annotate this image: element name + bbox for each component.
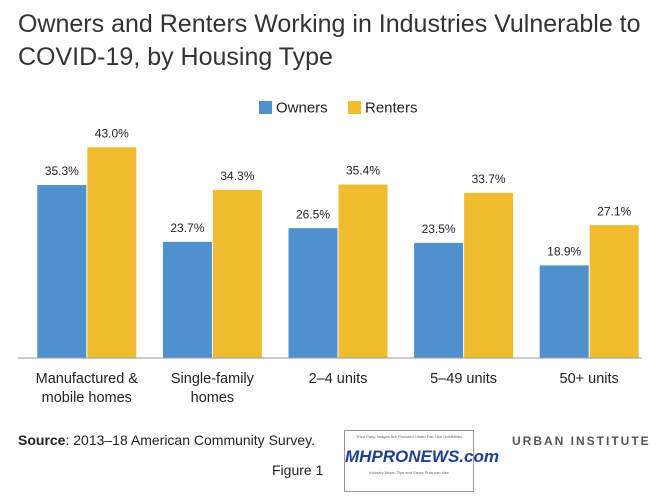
watermark: Third Party Images Are Provided Under Fa… <box>344 430 499 492</box>
value-label: 34.3% <box>220 169 254 183</box>
x-tick-label: Single-family homes <box>170 371 254 406</box>
value-label: 18.9% <box>547 245 581 259</box>
logo: URBAN INSTITUTE <box>512 434 651 448</box>
bar <box>589 225 639 358</box>
bar <box>414 242 464 358</box>
x-tick-label: 5–49 units <box>430 371 498 387</box>
bar <box>338 184 388 358</box>
figure-caption: Figure 1 <box>272 462 324 478</box>
bar <box>162 241 212 358</box>
source-label: Source <box>18 432 66 448</box>
value-label: 23.7% <box>170 221 204 235</box>
bar <box>539 265 589 358</box>
bar <box>464 192 514 358</box>
watermark-logo: MHPRONEWS.com <box>345 447 499 466</box>
x-tick-label: Manufactured & mobile homes <box>35 371 138 406</box>
value-label: 35.4% <box>346 164 380 178</box>
value-label: 27.1% <box>597 204 631 218</box>
bar <box>288 228 338 358</box>
watermark-tagline: Industry News, Tips and Views Pros can U… <box>369 470 449 475</box>
legend-label: Owners <box>276 99 328 116</box>
legend-label: Renters <box>365 99 418 116</box>
value-label: 23.5% <box>422 222 456 236</box>
source-text: : 2013–18 American Community Survey. <box>65 432 315 448</box>
legend-swatch <box>348 101 361 114</box>
watermark-note: Third Party Images Are Provided Under Fa… <box>355 434 463 439</box>
value-label: 43.0% <box>95 126 129 140</box>
chart-title: Owners and Renters Working in Industries… <box>18 10 641 71</box>
bar <box>87 147 137 358</box>
source: Source: 2013–18 American Community Surve… <box>18 432 315 448</box>
legend-swatch <box>259 101 272 114</box>
value-label: 35.3% <box>45 164 79 178</box>
value-label: 33.7% <box>472 172 506 186</box>
x-tick-label: 2–4 units <box>308 371 368 387</box>
bar <box>37 185 87 358</box>
x-tick-label: 50+ units <box>559 371 619 387</box>
value-label: 26.5% <box>296 207 330 221</box>
bar <box>212 189 262 358</box>
